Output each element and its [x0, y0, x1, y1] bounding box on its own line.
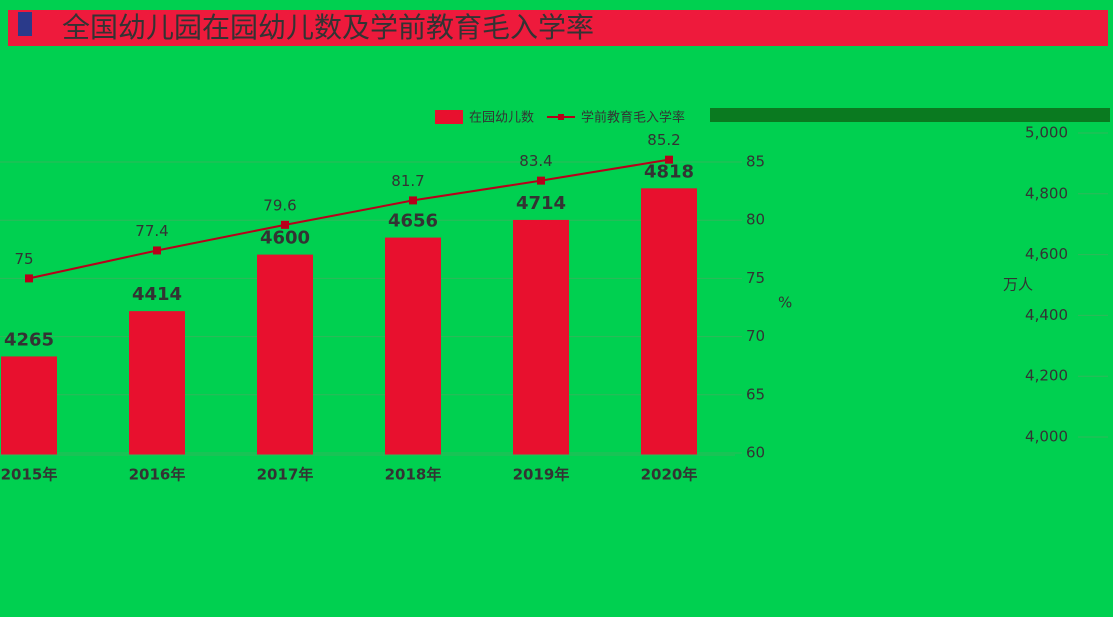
header-strip	[710, 108, 1110, 122]
y-tick-label: 60	[746, 444, 765, 462]
line	[28, 158, 670, 280]
line-value-label: 77.4	[135, 222, 168, 240]
line-value-label: 81.7	[391, 172, 424, 190]
y2-tick-label: 5,000	[1025, 124, 1068, 142]
line-marker	[665, 155, 673, 164]
chart-title: 全国幼儿园在园幼儿数及学前教育毛入学率	[62, 11, 594, 44]
bar-value-label: 4818	[644, 161, 694, 182]
x-tick-label: 2018年	[385, 466, 442, 484]
y-tick-label: 70	[746, 327, 765, 345]
bar	[129, 311, 185, 455]
y2-tick-label: 4,000	[1025, 428, 1068, 446]
line-marker	[281, 220, 289, 229]
line-value-label: 75	[14, 250, 33, 268]
line-marker	[25, 274, 33, 283]
bar	[257, 254, 313, 455]
legend-label: 在园幼儿数	[469, 111, 534, 126]
x-tick-label: 2016年	[129, 466, 186, 484]
title-marker	[18, 12, 32, 36]
legend-swatch	[435, 110, 463, 124]
bar-value-label: 4414	[132, 284, 182, 305]
y-tick-label: 65	[746, 385, 765, 403]
bar-value-label: 4714	[516, 193, 566, 214]
line-value-label: 83.4	[519, 152, 552, 170]
line-marker	[537, 176, 545, 185]
y-tick-label: 80	[746, 211, 765, 229]
y-tick-label: 75	[746, 269, 765, 287]
y2-tick-label: 4,800	[1025, 184, 1068, 202]
y2-tick-label: 4,600	[1025, 245, 1068, 263]
line-value-label: 79.6	[263, 196, 296, 214]
y2-axis-label: 万人	[1003, 276, 1033, 294]
bar-value-label: 4265	[4, 329, 54, 350]
y2-tick-label: 4,400	[1025, 306, 1068, 324]
bar-value-label: 4656	[388, 211, 438, 232]
bar-value-label: 4600	[260, 228, 310, 249]
x-tick-label: 2017年	[257, 466, 314, 484]
bar	[385, 237, 441, 455]
line-marker	[409, 196, 417, 205]
legend-label: 学前教育毛入学率	[581, 110, 685, 126]
bar	[513, 219, 569, 455]
x-tick-label: 2019年	[513, 466, 570, 484]
bar	[641, 188, 697, 455]
y-tick-label: 85	[746, 153, 765, 171]
y2-tick-label: 4,200	[1025, 367, 1068, 385]
line-marker	[153, 246, 161, 255]
bar	[1, 356, 57, 455]
x-tick-label: 2020年	[641, 466, 698, 484]
line-value-label: 85.2	[647, 131, 680, 149]
title-band	[8, 10, 1108, 46]
legend-swatch	[558, 114, 564, 120]
x-tick-label: 2015年	[1, 466, 58, 484]
y-axis-label: %	[778, 294, 792, 312]
